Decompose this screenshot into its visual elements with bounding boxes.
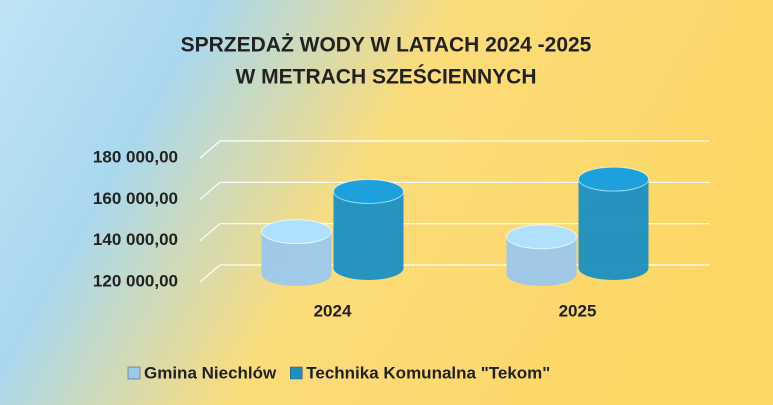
legend-swatch bbox=[127, 366, 141, 380]
x-tick-label: 2024 bbox=[314, 301, 352, 320]
bar-cap bbox=[578, 166, 649, 192]
bar bbox=[261, 231, 332, 286]
grid-line bbox=[199, 181, 710, 200]
chart-title: W METRACH SZEŚCIENNYCH bbox=[235, 65, 536, 89]
chart-title: SPRZEDAŻ WODY W LATACH 2024 -2025 bbox=[181, 34, 592, 57]
x-tick-label: 2025 bbox=[559, 301, 597, 320]
legend-swatch bbox=[290, 366, 303, 380]
bar bbox=[333, 191, 404, 280]
y-tick-label: 180 000,00 bbox=[93, 147, 178, 166]
bar-cap bbox=[333, 179, 404, 205]
y-tick-label: 120 000,00 bbox=[93, 271, 178, 290]
y-tick-label: 140 000,00 bbox=[93, 230, 178, 249]
bar-cap bbox=[506, 224, 577, 250]
legend-label: Gmina Niechlów bbox=[144, 363, 277, 382]
grid-line bbox=[199, 223, 710, 242]
y-tick-label: 160 000,00 bbox=[93, 189, 178, 208]
bar bbox=[578, 179, 649, 280]
bar-cap bbox=[261, 219, 332, 245]
grid-line bbox=[199, 140, 710, 159]
legend-label: Technika Komunalna "Tekom" bbox=[306, 363, 550, 382]
bar bbox=[506, 236, 577, 286]
